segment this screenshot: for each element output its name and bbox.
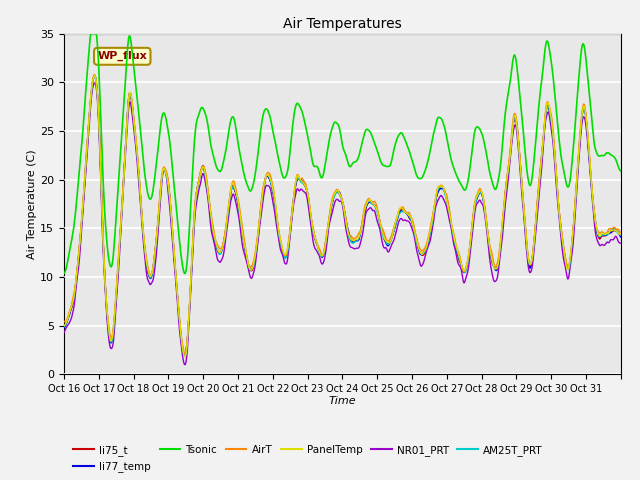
Title: Air Temperatures: Air Temperatures	[283, 17, 402, 31]
Y-axis label: Air Temperature (C): Air Temperature (C)	[28, 149, 37, 259]
Text: WP_flux: WP_flux	[97, 51, 147, 61]
X-axis label: Time: Time	[328, 396, 356, 406]
Legend: li75_t, li77_temp, Tsonic, AirT, PanelTemp, NR01_PRT, AM25T_PRT: li75_t, li77_temp, Tsonic, AirT, PanelTe…	[69, 441, 547, 476]
